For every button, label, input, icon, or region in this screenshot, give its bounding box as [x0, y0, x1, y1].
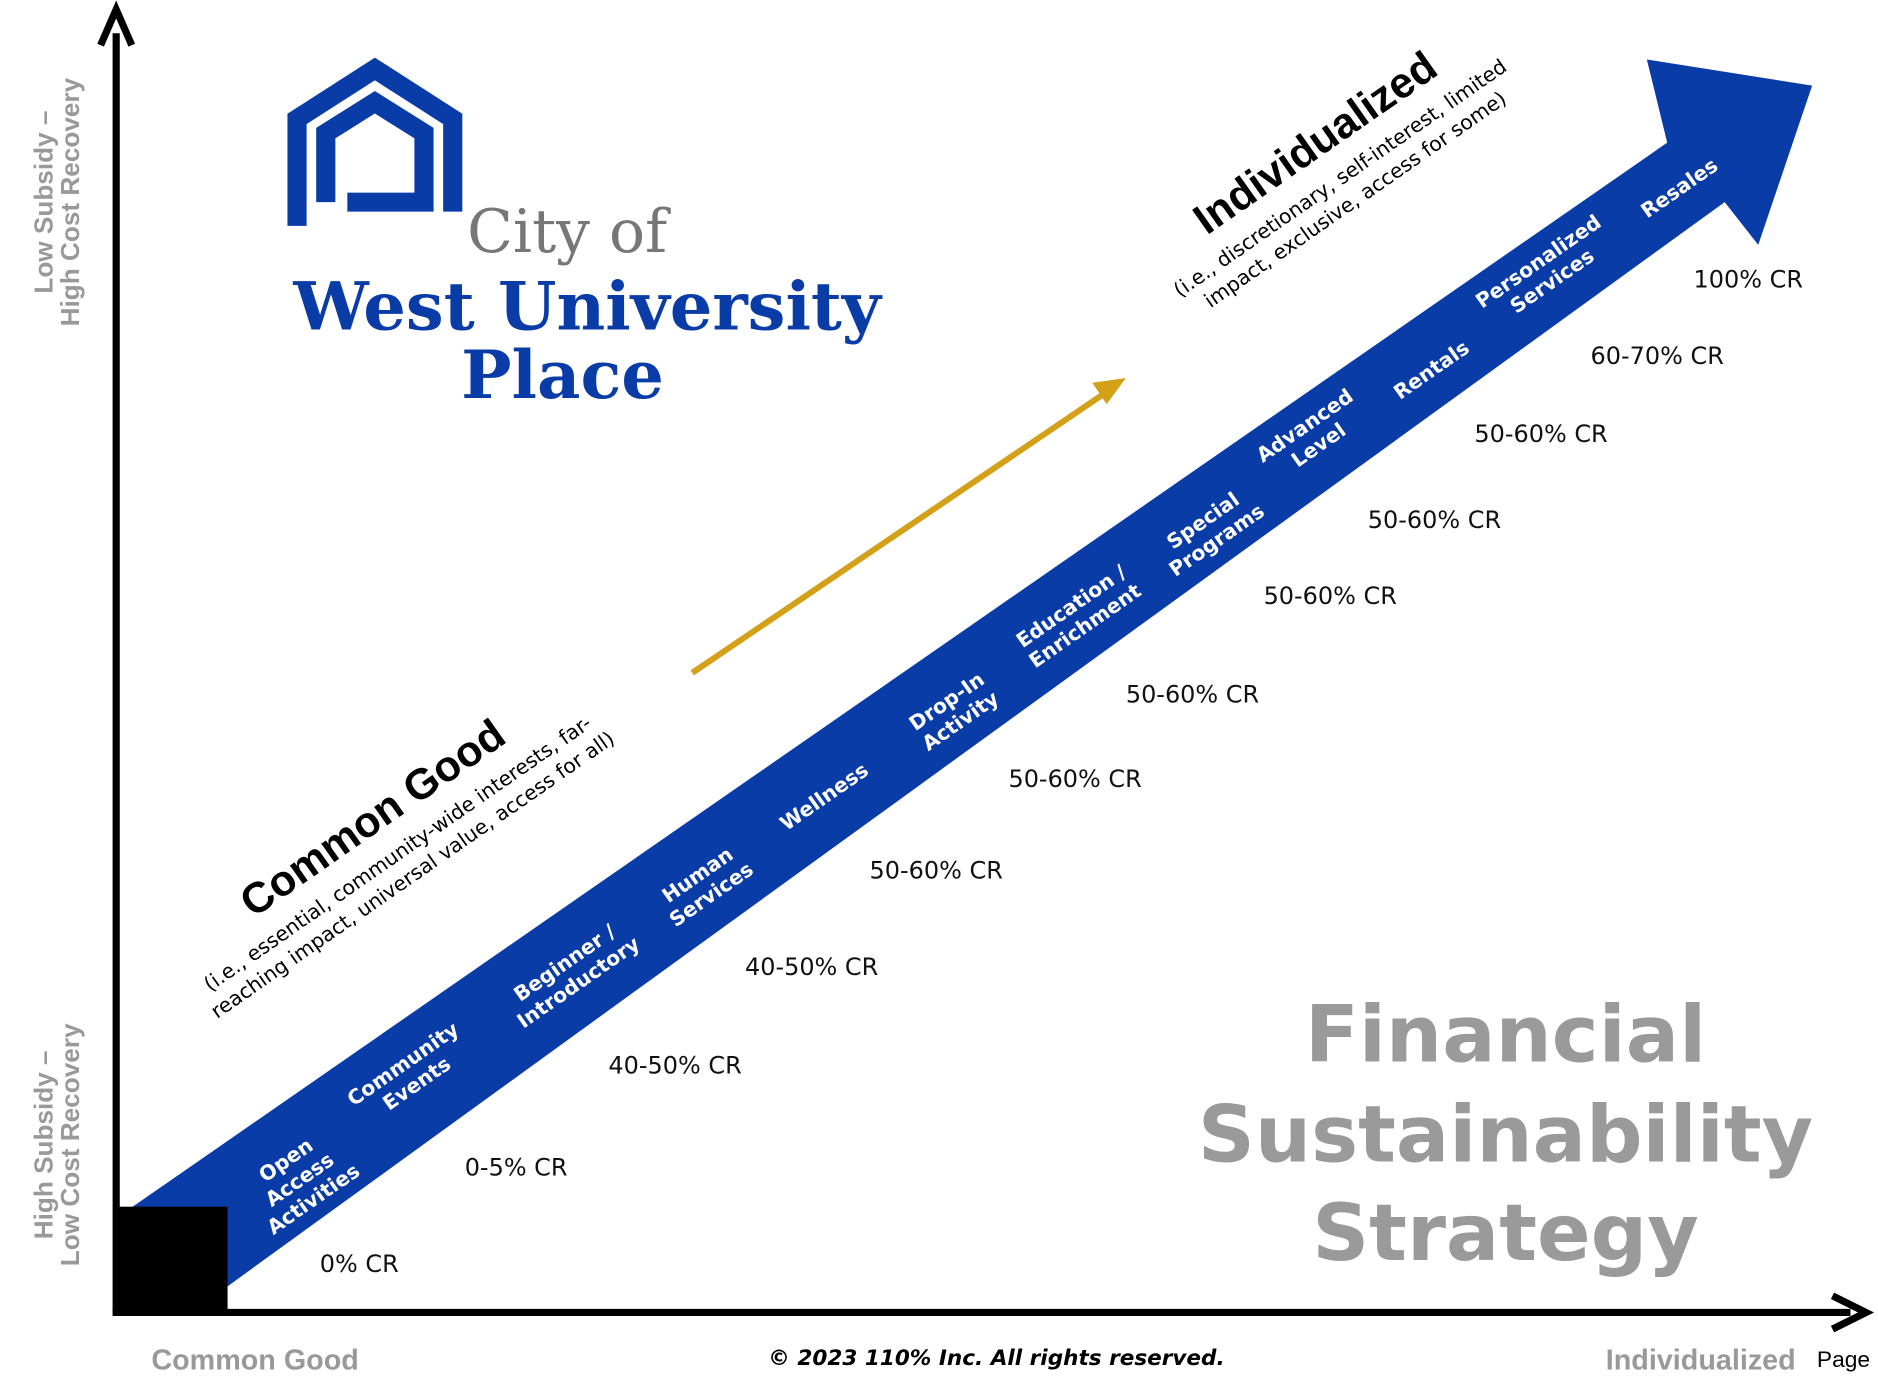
title-line: Strategy [1312, 1187, 1699, 1279]
y-axis-arrow [97, 0, 136, 47]
cost-recovery: 50-60% CR [1008, 765, 1141, 793]
logo-place: Place [461, 335, 664, 414]
cost-recovery: 0-5% CR [465, 1154, 568, 1182]
y-axis-top-label: High Cost Recovery [55, 77, 85, 326]
cost-recovery: 50-60% CR [1126, 681, 1259, 709]
y-axis-bottom-label: Low Cost Recovery [55, 1023, 85, 1266]
cost-recovery: 60-70% CR [1591, 342, 1724, 370]
cost-recovery: 50-60% CR [1264, 582, 1397, 610]
y-axis-bottom-label: High Subsidy – [29, 1050, 59, 1239]
title-line: Sustainability [1198, 1089, 1813, 1181]
gold-arrow [690, 388, 1110, 676]
progress-arrow [129, 59, 1813, 1287]
x-axis-left-label: Common Good [151, 1345, 358, 1377]
logo-mark [287, 57, 463, 226]
y-axis-top-label: Low Subsidy – [29, 111, 59, 294]
cost-recovery: 50-60% CR [870, 857, 1003, 885]
individualized-description: (i.e., discretionary, self-interest, lim… [1169, 54, 1511, 302]
page-label: Page [1817, 1346, 1870, 1372]
cost-recovery: 40-50% CR [608, 1052, 741, 1080]
x-axis-right-label: Individualized [1606, 1345, 1796, 1377]
logo-city: City of [467, 198, 671, 267]
origin-block [116, 1206, 228, 1312]
footer: © 2023 110% Inc. All rights reserved. [768, 1346, 1224, 1371]
cost-recovery: 100% CR [1694, 266, 1803, 294]
cost-recovery: 50-60% CR [1368, 506, 1501, 534]
title-line: Financial [1305, 989, 1706, 1081]
x-axis-arrow [1830, 1292, 1875, 1333]
cost-recovery: 40-50% CR [745, 953, 878, 981]
gold-arrow-head [1092, 378, 1126, 405]
logo-name: West University [292, 267, 883, 346]
cost-recovery: 50-60% CR [1474, 420, 1607, 448]
cost-recovery: 0% CR [320, 1250, 399, 1278]
